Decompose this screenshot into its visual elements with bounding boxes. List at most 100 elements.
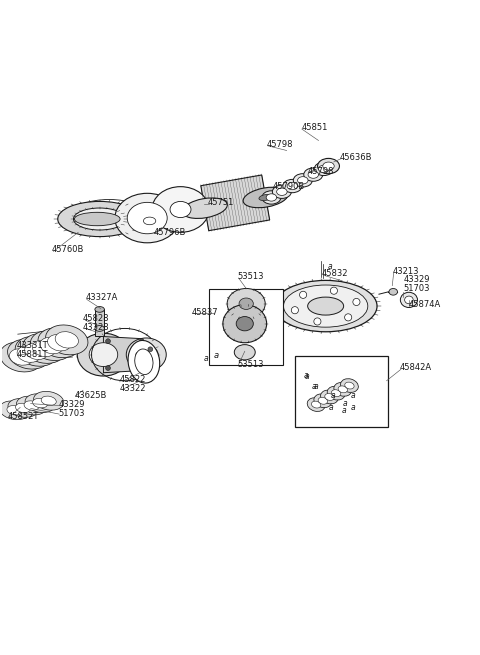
Ellipse shape: [312, 401, 321, 408]
Text: 43213: 43213: [392, 267, 419, 276]
Ellipse shape: [318, 398, 327, 404]
Ellipse shape: [135, 349, 153, 375]
Circle shape: [139, 339, 144, 343]
Ellipse shape: [24, 343, 48, 360]
Text: a: a: [351, 403, 356, 412]
Ellipse shape: [325, 394, 334, 400]
Ellipse shape: [345, 382, 354, 389]
Ellipse shape: [308, 171, 319, 178]
Ellipse shape: [227, 288, 265, 319]
Text: 45842A: 45842A: [399, 364, 432, 373]
Circle shape: [136, 352, 141, 357]
Text: 43322: 43322: [120, 384, 146, 393]
Ellipse shape: [41, 396, 56, 405]
Ellipse shape: [389, 288, 397, 295]
Text: 45636B: 45636B: [340, 153, 372, 162]
Ellipse shape: [10, 349, 33, 365]
Ellipse shape: [8, 339, 50, 369]
Ellipse shape: [262, 191, 281, 204]
Text: a: a: [351, 390, 356, 400]
Circle shape: [314, 318, 321, 325]
Text: 45760B: 45760B: [52, 246, 84, 254]
Ellipse shape: [127, 202, 167, 234]
Ellipse shape: [33, 398, 48, 408]
Ellipse shape: [95, 326, 104, 331]
Ellipse shape: [304, 168, 323, 181]
Ellipse shape: [115, 193, 180, 243]
Ellipse shape: [77, 333, 130, 376]
Ellipse shape: [15, 403, 31, 413]
Circle shape: [300, 291, 307, 299]
Circle shape: [106, 365, 110, 371]
Ellipse shape: [266, 194, 276, 201]
Text: 43329: 43329: [58, 400, 85, 409]
Text: a: a: [204, 354, 208, 363]
Text: a: a: [342, 399, 347, 408]
Text: a: a: [329, 403, 334, 412]
Text: a: a: [330, 390, 335, 400]
Ellipse shape: [340, 379, 359, 392]
Ellipse shape: [236, 316, 253, 331]
Ellipse shape: [321, 390, 338, 404]
Text: 45852T: 45852T: [8, 412, 39, 421]
Ellipse shape: [46, 325, 88, 355]
Ellipse shape: [73, 208, 126, 230]
Ellipse shape: [128, 341, 160, 383]
Ellipse shape: [58, 202, 142, 236]
Text: 45874A: 45874A: [409, 300, 441, 309]
Text: 51703: 51703: [58, 409, 85, 418]
Ellipse shape: [318, 159, 339, 174]
Text: 45881T: 45881T: [16, 350, 48, 359]
Ellipse shape: [293, 174, 312, 187]
Circle shape: [291, 307, 299, 314]
Ellipse shape: [17, 346, 40, 362]
Ellipse shape: [400, 292, 418, 307]
Ellipse shape: [327, 386, 345, 400]
Ellipse shape: [314, 162, 333, 176]
Ellipse shape: [23, 333, 65, 364]
Circle shape: [330, 287, 337, 294]
Circle shape: [139, 365, 144, 371]
Ellipse shape: [234, 345, 255, 360]
Text: a: a: [312, 381, 316, 390]
Ellipse shape: [276, 188, 287, 195]
Ellipse shape: [334, 383, 352, 396]
Ellipse shape: [223, 305, 267, 343]
Text: a: a: [328, 262, 333, 271]
Ellipse shape: [95, 307, 104, 312]
Ellipse shape: [134, 345, 158, 364]
Ellipse shape: [274, 280, 377, 332]
Ellipse shape: [314, 394, 332, 407]
Ellipse shape: [74, 212, 120, 226]
Ellipse shape: [405, 296, 413, 304]
Ellipse shape: [332, 390, 341, 397]
Text: 45828: 45828: [83, 314, 109, 324]
Text: a: a: [214, 351, 219, 360]
Ellipse shape: [85, 213, 114, 225]
Text: 45751: 45751: [208, 198, 234, 207]
Text: 45822: 45822: [120, 375, 146, 384]
Text: a: a: [304, 372, 309, 381]
Ellipse shape: [0, 342, 42, 372]
Text: 51703: 51703: [403, 284, 430, 293]
Text: 45798: 45798: [266, 140, 293, 149]
Ellipse shape: [323, 162, 334, 170]
Text: 53513: 53513: [237, 360, 264, 369]
Ellipse shape: [30, 331, 73, 360]
Circle shape: [353, 299, 360, 305]
Ellipse shape: [38, 328, 80, 358]
Circle shape: [148, 347, 153, 352]
Ellipse shape: [152, 187, 209, 233]
Ellipse shape: [15, 337, 58, 366]
Circle shape: [345, 314, 352, 321]
Ellipse shape: [287, 182, 298, 190]
Text: 45832: 45832: [322, 269, 348, 278]
Text: 43331T: 43331T: [16, 341, 48, 350]
Ellipse shape: [34, 392, 64, 410]
Ellipse shape: [16, 396, 47, 415]
Text: 43625B: 43625B: [75, 390, 107, 400]
Ellipse shape: [308, 297, 344, 315]
Ellipse shape: [24, 401, 39, 410]
Ellipse shape: [307, 398, 325, 411]
Ellipse shape: [55, 331, 78, 348]
